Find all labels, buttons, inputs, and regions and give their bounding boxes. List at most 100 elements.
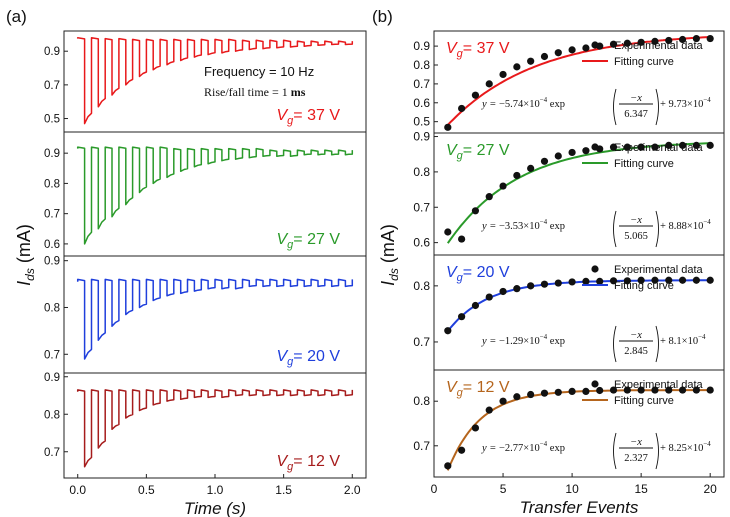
fit-equation-const-20: + 8.1×10−4 [660, 333, 706, 347]
eq-const-exp: −4 [698, 333, 706, 341]
data-point [485, 293, 493, 301]
x-tick-label-a: 2.0 [344, 483, 361, 497]
data-point [609, 143, 618, 151]
y-tick-label-b: 0.7 [413, 439, 430, 453]
y-tick-label-a: 0.9 [44, 372, 60, 384]
vg-subscript: g [457, 150, 464, 162]
x-tick-label-b: 15 [634, 482, 648, 496]
eq-denominator: 2.327 [624, 453, 648, 464]
data-point [444, 462, 452, 470]
y-tick-label-b: 0.7 [413, 335, 430, 349]
y-tick-label-a: 0.8 [44, 178, 60, 190]
x-tick-label-b: 10 [565, 482, 579, 496]
eq-const-exp: −4 [703, 96, 711, 104]
legend-text-data: Experimental data [614, 264, 704, 276]
vg-value: 20 V [477, 264, 510, 281]
data-point [609, 277, 618, 285]
vg-value: 27 V [307, 231, 340, 248]
legend-text-fit: Fitting curve [614, 56, 674, 68]
x-tick-label-a: 0.0 [69, 483, 86, 497]
data-point [499, 70, 507, 79]
data-point [444, 327, 452, 335]
eq-denominator: 5.065 [624, 231, 648, 242]
y-tick-label-b: 0.8 [413, 394, 430, 408]
y-tick-label-b: 0.7 [413, 77, 430, 91]
eq-paren-left [613, 432, 617, 470]
eq-numerator: −x [630, 330, 642, 341]
data-point [499, 182, 507, 190]
legend-marker-data [591, 41, 599, 49]
y-tick-label-a: 0.9 [44, 46, 60, 58]
data-point [513, 171, 521, 180]
y-axis-label-a: Ids (mA) [14, 224, 37, 286]
data-point [651, 143, 659, 151]
vg-subscript: g [457, 387, 464, 399]
vg-equals: = [463, 142, 477, 159]
y-tick-label-a: 0.8 [44, 409, 60, 421]
y-tick-label-b: 0.6 [413, 236, 430, 250]
vg-value: 27 V [477, 142, 510, 159]
data-point [527, 390, 535, 399]
data-point [665, 386, 673, 394]
panel-a: 0.50.70.9Vg= 37 V0.60.70.80.9Vg= 27 V0.7… [14, 30, 367, 517]
y-tick-label-a: 0.7 [44, 209, 60, 221]
data-point [665, 36, 673, 45]
data-point [623, 143, 631, 151]
y-tick-label-a: 0.9 [44, 256, 60, 268]
eq-const-exp: −4 [703, 440, 711, 448]
vg-equals: = [293, 231, 307, 248]
y-tick-label-a: 0.9 [44, 148, 60, 160]
data-point [485, 80, 493, 88]
data-point [651, 276, 659, 284]
vg-subscript: g [287, 461, 294, 473]
data-point [513, 285, 521, 293]
y-tick-label-b: 0.9 [413, 39, 430, 53]
eq-numerator: −x [630, 437, 642, 448]
data-point [678, 386, 687, 394]
data-point [554, 152, 562, 160]
y-tick-label-a: 0.7 [44, 349, 60, 361]
vg-symbol: V [446, 264, 458, 281]
eq-exp: exp [547, 99, 565, 110]
y-label-unit: (mA) [14, 224, 34, 268]
y-tick-label-a: 0.8 [44, 302, 60, 314]
vg-equals: = [293, 348, 307, 365]
data-point [568, 278, 576, 286]
eq-paren-right [655, 325, 659, 363]
vg-subscript: g [287, 356, 294, 368]
data-point [609, 40, 618, 48]
data-point [692, 386, 700, 394]
vg-label-b-12: Vg= 12 V [446, 379, 510, 399]
vg-label-a-20: Vg= 20 V [276, 348, 340, 368]
data-point [651, 386, 659, 394]
vg-label-a-27: Vg= 27 V [276, 231, 340, 251]
vg-value: 37 V [477, 40, 510, 57]
eq-const: + 8.88×10 [660, 221, 703, 232]
y-tick-label-b: 0.9 [413, 130, 430, 144]
fit-equation-const-37: + 9.73×10−4 [660, 96, 711, 110]
eq-exp: exp [547, 336, 565, 347]
eq-exp: exp [547, 221, 565, 232]
data-point [706, 141, 714, 149]
waveform-27v [76, 146, 354, 245]
data-point [527, 164, 535, 172]
data-point [692, 276, 700, 284]
data-point [609, 386, 618, 394]
eq-coef: −2.77×10 [499, 443, 540, 454]
data-point [458, 235, 466, 243]
x-tick-label-b: 0 [431, 482, 438, 496]
data-point [582, 277, 590, 285]
vg-subscript: g [287, 115, 294, 127]
vg-symbol: V [276, 453, 288, 470]
data-point [458, 446, 466, 454]
vg-symbol: V [276, 231, 288, 248]
data-point [471, 207, 480, 215]
eq-paren-right [655, 88, 659, 126]
data-point [485, 193, 493, 201]
x-axis-label-b: Transfer Events [520, 498, 639, 517]
fit-equation-20: y = −1.29×10−4 exp [481, 333, 565, 347]
data-point [540, 157, 549, 165]
data-point [444, 123, 452, 131]
legend-marker-data [591, 380, 599, 388]
data-point [623, 39, 631, 47]
